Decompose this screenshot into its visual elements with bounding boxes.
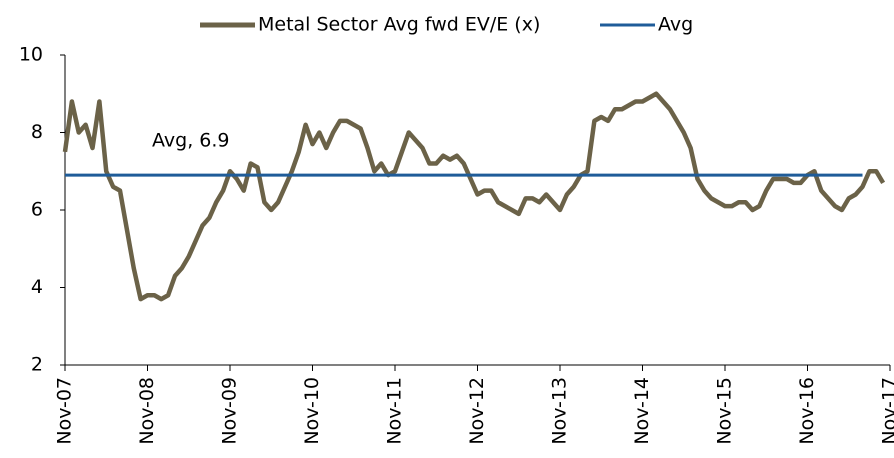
x-tick-label: Nov-07 <box>54 377 76 445</box>
legend-label: Avg <box>658 14 693 36</box>
x-tick-label: Nov-08 <box>136 377 158 445</box>
x-tick-label: Nov-09 <box>219 377 241 445</box>
x-tick-label: Nov-17 <box>879 377 894 445</box>
x-tick-label: Nov-14 <box>631 377 653 445</box>
y-tick-label: 6 <box>31 199 43 221</box>
x-tick-label: Nov-12 <box>466 377 488 445</box>
y-tick-label: 8 <box>31 121 43 143</box>
x-tick-label: Nov-11 <box>384 377 406 445</box>
y-tick-label: 4 <box>31 276 43 298</box>
x-tick-label: Nov-16 <box>796 377 818 445</box>
x-tick-label: Nov-15 <box>714 377 736 445</box>
series-line <box>62 91 886 302</box>
x-tick-label: Nov-13 <box>549 377 571 445</box>
y-tick-label: 2 <box>31 354 43 376</box>
y-tick-label: 10 <box>19 44 43 66</box>
x-tick-label: Nov-10 <box>301 377 323 445</box>
legend-label: Metal Sector Avg fwd EV/E (x) <box>258 14 540 36</box>
avg-annotation: Avg, 6.9 <box>152 130 229 152</box>
